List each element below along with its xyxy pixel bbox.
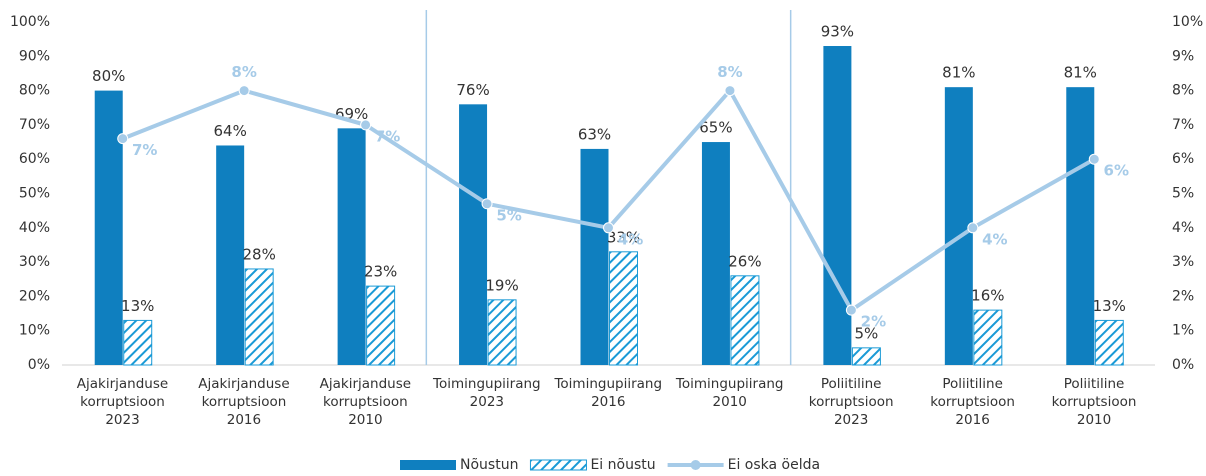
line-label: 4% bbox=[982, 230, 1007, 248]
line-marker bbox=[360, 119, 372, 131]
bar bbox=[244, 268, 274, 366]
y2-tick-label: 3% bbox=[1172, 254, 1194, 270]
line-marker bbox=[603, 222, 614, 234]
line-marker bbox=[481, 198, 493, 210]
legend-swatch bbox=[529, 459, 587, 471]
bar bbox=[459, 104, 488, 365]
y-tick-label: 50% bbox=[19, 186, 50, 202]
line-marker bbox=[724, 85, 736, 97]
data-label: 28% bbox=[242, 245, 275, 263]
y-tick-label: 20% bbox=[19, 288, 50, 304]
line-label: 6% bbox=[1104, 162, 1129, 180]
data-label: 5% bbox=[854, 324, 878, 342]
x-tick-label: Toimingupiirang 2016 bbox=[554, 376, 663, 410]
y2-tick-label: 4% bbox=[1172, 220, 1194, 236]
data-label: 65% bbox=[699, 119, 732, 137]
y-tick-label: 40% bbox=[19, 220, 50, 236]
y2-tick-label: 10% bbox=[1172, 14, 1203, 30]
data-label: 93% bbox=[821, 23, 854, 41]
data-label: 23% bbox=[364, 263, 397, 281]
line-marker bbox=[1088, 153, 1100, 165]
line-marker bbox=[967, 222, 979, 234]
y-tick-label: 0% bbox=[28, 357, 50, 373]
data-label: 19% bbox=[485, 276, 518, 294]
data-label: 80% bbox=[92, 67, 125, 85]
data-label: 64% bbox=[213, 122, 246, 140]
y2-tick-label: 6% bbox=[1172, 151, 1194, 167]
x-tick-label: Poliitiline korruptsioon 2010 bbox=[1051, 376, 1137, 428]
y2-tick-label: 7% bbox=[1172, 117, 1194, 133]
line-label: 7% bbox=[375, 127, 400, 145]
legend-swatch bbox=[400, 460, 456, 470]
bar bbox=[701, 142, 730, 365]
data-label: 13% bbox=[1093, 297, 1126, 315]
data-label: 33% bbox=[607, 228, 640, 246]
legend-label: Ei oska öelda bbox=[728, 457, 820, 473]
line-label: 5% bbox=[496, 206, 521, 224]
line-label: 8% bbox=[717, 63, 742, 81]
line-label: 8% bbox=[231, 63, 256, 81]
y-tick-label: 80% bbox=[19, 83, 50, 99]
bar bbox=[337, 128, 366, 365]
y2-tick-label: 5% bbox=[1172, 186, 1194, 202]
bar bbox=[973, 309, 1003, 366]
y2-tick-label: 1% bbox=[1172, 323, 1194, 339]
line-marker bbox=[117, 133, 129, 145]
bar bbox=[487, 299, 517, 366]
bar bbox=[216, 145, 245, 365]
y-tick-label: 10% bbox=[19, 323, 50, 339]
line-marker bbox=[238, 85, 250, 97]
y2-tick-label: 9% bbox=[1172, 48, 1194, 64]
y-tick-label: 70% bbox=[19, 117, 50, 133]
y-tick-label: 100% bbox=[10, 14, 50, 30]
data-label: 76% bbox=[456, 81, 489, 99]
data-label: 63% bbox=[578, 125, 611, 143]
bar bbox=[851, 347, 881, 366]
data-label: 13% bbox=[121, 297, 154, 315]
y-tick-label: 60% bbox=[19, 151, 50, 167]
bar bbox=[366, 285, 396, 366]
line-label: 4% bbox=[618, 230, 643, 248]
y2-tick-label: 0% bbox=[1172, 357, 1194, 373]
line-label: 2% bbox=[861, 313, 886, 331]
bar bbox=[609, 251, 638, 366]
x-tick-label: Ajakirjanduse korruptsioon 2010 bbox=[319, 376, 412, 428]
legend-marker bbox=[690, 460, 701, 470]
data-label: 81% bbox=[942, 64, 975, 82]
y2-tick-label: 8% bbox=[1172, 83, 1194, 99]
x-tick-label: Toimingupiirang 2023 bbox=[433, 376, 541, 410]
bar bbox=[94, 90, 123, 365]
x-tick-label: Poliitiline korruptsioon 2016 bbox=[930, 376, 1015, 428]
data-label: 81% bbox=[1064, 64, 1097, 82]
bar bbox=[1066, 87, 1095, 366]
x-tick-label: Ajakirjanduse korruptsioon 2016 bbox=[198, 376, 290, 428]
bar bbox=[123, 319, 153, 366]
bar bbox=[580, 148, 609, 365]
line-label: 7% bbox=[132, 141, 157, 159]
data-label: 16% bbox=[971, 287, 1004, 305]
bar bbox=[1094, 319, 1124, 366]
y2-tick-label: 2% bbox=[1172, 288, 1194, 304]
bar bbox=[823, 46, 852, 365]
x-tick-label: Toimingupiirang 2010 bbox=[675, 376, 784, 410]
bar bbox=[730, 275, 760, 366]
line-marker bbox=[845, 304, 857, 316]
data-label: 26% bbox=[728, 252, 761, 270]
x-tick-label: Poliitiline korruptsioon 2023 bbox=[808, 376, 894, 428]
y-tick-label: 90% bbox=[19, 48, 50, 64]
x-tick-label: Ajakirjanduse korruptsioon 2023 bbox=[76, 376, 169, 428]
legend-label: Ei nõustu bbox=[590, 457, 655, 473]
y-tick-label: 30% bbox=[19, 254, 50, 270]
legend-label: Nõustun bbox=[460, 457, 518, 473]
